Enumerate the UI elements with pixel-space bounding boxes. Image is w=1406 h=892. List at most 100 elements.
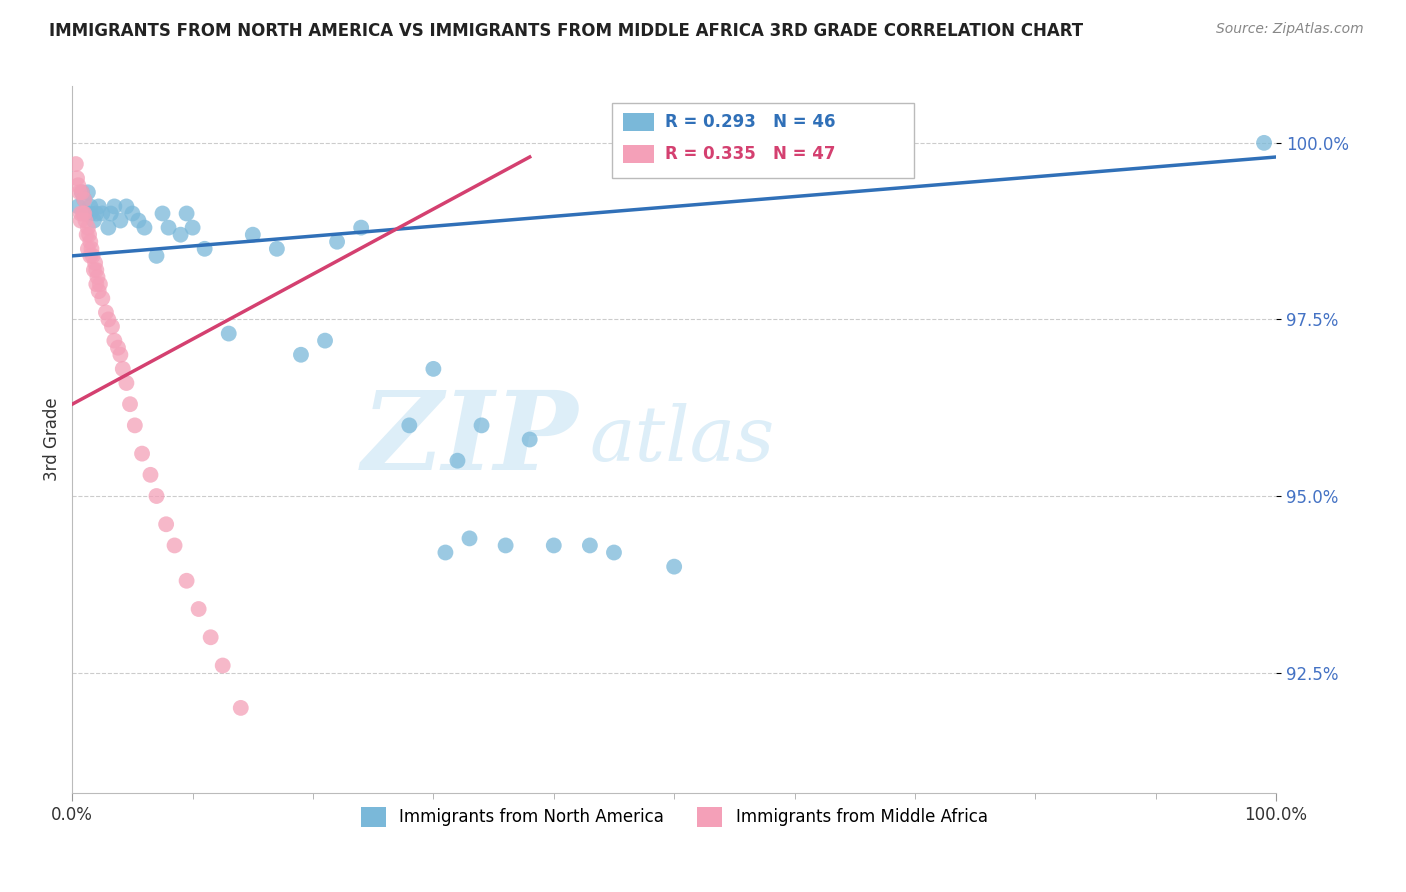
Point — [127, 213, 149, 227]
Point — [97, 312, 120, 326]
Point — [69, 206, 91, 220]
Point — [70, 186, 93, 200]
Point — [107, 341, 129, 355]
Point — [69, 213, 91, 227]
Point — [458, 532, 481, 546]
Legend: Immigrants from North America, Immigrants from Middle Africa: Immigrants from North America, Immigrant… — [354, 800, 994, 834]
Point — [314, 334, 336, 348]
Point — [73, 193, 96, 207]
Point — [77, 220, 100, 235]
Point — [79, 235, 101, 249]
Point — [326, 235, 349, 249]
Point — [84, 277, 107, 292]
Point — [87, 199, 110, 213]
Point — [83, 213, 105, 227]
Point — [121, 206, 143, 220]
Point — [446, 453, 468, 467]
Point — [79, 206, 101, 220]
Point — [76, 206, 98, 220]
Point — [229, 701, 252, 715]
Point — [218, 326, 240, 341]
Point — [103, 199, 125, 213]
Point — [72, 206, 94, 220]
Point — [103, 334, 125, 348]
Point — [543, 538, 565, 552]
Point — [89, 277, 111, 292]
Point — [266, 242, 288, 256]
Point — [242, 227, 264, 242]
Y-axis label: 3rd Grade: 3rd Grade — [44, 398, 60, 482]
Text: R = 0.335   N = 47: R = 0.335 N = 47 — [665, 145, 835, 163]
Text: atlas: atlas — [591, 402, 775, 476]
Point — [145, 249, 167, 263]
Point — [495, 538, 517, 552]
Point — [84, 256, 107, 270]
Point — [163, 538, 186, 552]
Point — [519, 433, 541, 447]
Point — [211, 658, 233, 673]
Text: Source: ZipAtlas.com: Source: ZipAtlas.com — [1216, 22, 1364, 37]
Point — [101, 319, 124, 334]
Point — [118, 397, 141, 411]
Point — [67, 178, 90, 193]
Point — [187, 602, 209, 616]
Point — [75, 213, 97, 227]
Point — [79, 249, 101, 263]
Text: IMMIGRANTS FROM NORTH AMERICA VS IMMIGRANTS FROM MIDDLE AFRICA 3RD GRADE CORRELA: IMMIGRANTS FROM NORTH AMERICA VS IMMIGRA… — [49, 22, 1084, 40]
Point — [91, 291, 114, 305]
Text: R = 0.293   N = 46: R = 0.293 N = 46 — [665, 113, 835, 131]
Point — [145, 489, 167, 503]
Point — [69, 186, 91, 200]
Point — [94, 305, 117, 319]
Point — [662, 559, 685, 574]
Point — [350, 220, 373, 235]
Point — [157, 220, 180, 235]
Point — [77, 186, 100, 200]
Point — [86, 270, 108, 285]
Point — [84, 263, 107, 277]
Point — [111, 362, 134, 376]
Point — [100, 206, 122, 220]
Point — [82, 249, 104, 263]
Point — [134, 220, 156, 235]
Point — [91, 206, 114, 220]
Point — [290, 348, 312, 362]
Point — [110, 348, 132, 362]
Point — [87, 284, 110, 298]
Point — [115, 376, 138, 390]
Point — [76, 227, 98, 242]
Point — [77, 242, 100, 256]
Point — [83, 263, 105, 277]
Point — [603, 545, 626, 559]
Point — [79, 199, 101, 213]
Point — [67, 199, 90, 213]
Point — [70, 186, 93, 200]
Point — [470, 418, 492, 433]
Point — [77, 227, 100, 242]
Text: ZIP: ZIP — [361, 385, 578, 493]
Point — [110, 213, 132, 227]
Point — [139, 467, 162, 482]
Point — [1253, 136, 1275, 150]
Point — [398, 418, 420, 433]
Point — [169, 227, 191, 242]
Point — [579, 538, 602, 552]
Point — [124, 418, 146, 433]
Point — [194, 242, 217, 256]
Point — [66, 171, 89, 186]
Point — [422, 362, 444, 376]
Point — [80, 242, 103, 256]
Point — [176, 206, 198, 220]
Point — [176, 574, 198, 588]
Point — [97, 220, 120, 235]
Point — [65, 157, 87, 171]
Point — [155, 517, 177, 532]
Point — [131, 447, 153, 461]
Point — [434, 545, 457, 559]
Point — [200, 630, 222, 644]
Point — [73, 193, 96, 207]
Point — [73, 206, 96, 220]
Point — [115, 199, 138, 213]
Point — [84, 206, 107, 220]
Point — [152, 206, 174, 220]
